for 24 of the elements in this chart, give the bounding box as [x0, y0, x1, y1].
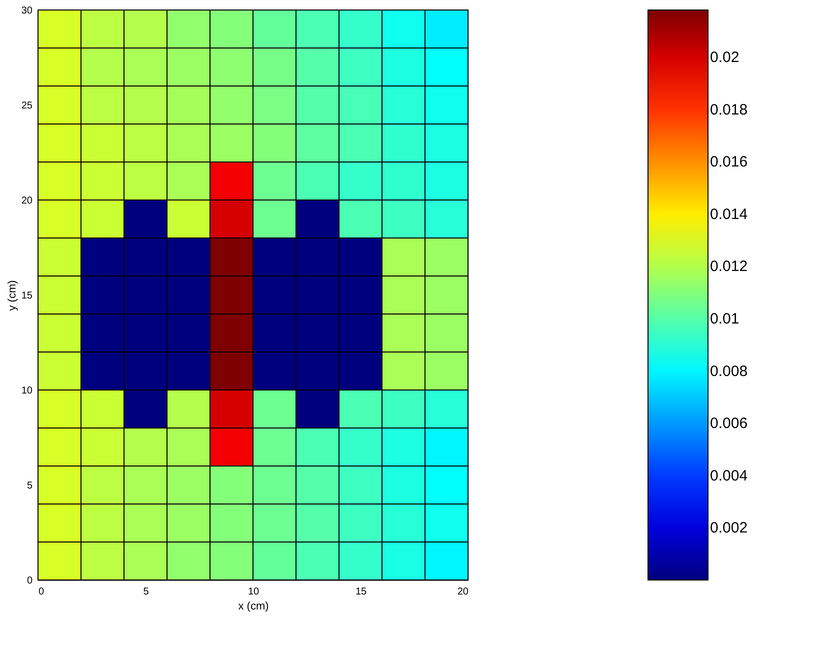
color-bar-label: 0.016 — [710, 154, 748, 171]
y-tick-label: 5 — [26, 480, 33, 492]
x-tick-label: 10 — [248, 586, 260, 598]
color-bar-label: 0.014 — [710, 206, 748, 223]
color-bar-label: 0.018 — [710, 101, 748, 118]
color-bar-label: 0.02 — [710, 49, 740, 66]
color-bar-label: 0.01 — [710, 310, 740, 328]
y-tick-label: 20 — [21, 196, 33, 206]
color-bar-label: 0.002 — [710, 520, 748, 537]
y-tick-label: 25 — [21, 100, 33, 112]
color-bar-label: 0.012 — [710, 258, 748, 276]
y-tick-label: 0 — [26, 576, 33, 586]
y-axis-title: y (cm) — [6, 280, 18, 311]
color-bar-label: 0.008 — [710, 362, 748, 380]
y-tick-label: 10 — [21, 386, 33, 396]
x-axis-title: x (cm) — [238, 600, 269, 612]
x-tick-label: 20 — [457, 586, 469, 598]
x-tick-label: 0 — [38, 586, 44, 598]
color-bar-label: 0.006 — [710, 415, 748, 432]
y-tick-label: 15 — [21, 290, 33, 302]
y-tick-label: 30 — [21, 6, 33, 16]
x-tick-label: 5 — [143, 586, 150, 598]
color-bar-label: 0.004 — [710, 467, 748, 484]
x-tick-label: 15 — [355, 586, 367, 598]
